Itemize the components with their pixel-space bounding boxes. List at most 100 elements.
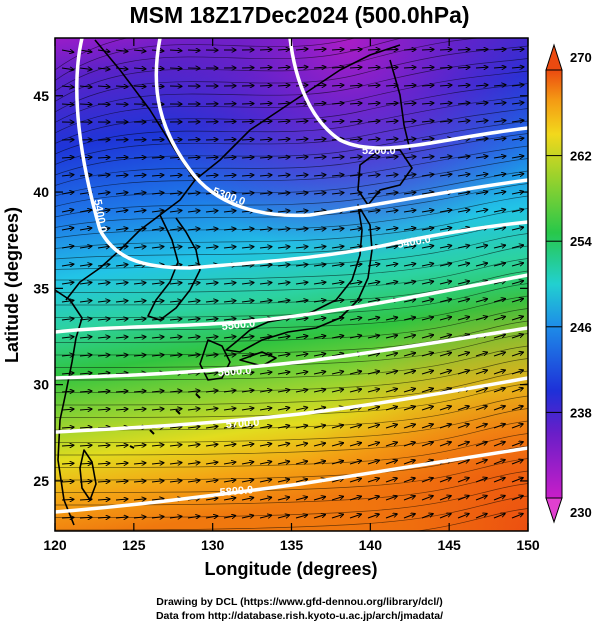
wind-vector-arrow-icon bbox=[475, 85, 488, 86]
wind-vector-arrow-icon bbox=[511, 334, 523, 339]
wind-vector-arrow-icon bbox=[349, 496, 361, 501]
wind-vector-arrow-icon bbox=[241, 193, 254, 194]
wind-vector-arrow-icon bbox=[421, 335, 434, 339]
wind-vector-arrow-icon bbox=[457, 406, 469, 411]
wind-vector-arrow-icon bbox=[295, 103, 308, 104]
wind-vector-arrow-icon bbox=[457, 49, 470, 50]
wind-vector-arrow-icon bbox=[259, 515, 272, 518]
wind-vector-arrow-icon bbox=[295, 425, 308, 428]
wind-vector-arrow-icon bbox=[367, 282, 380, 284]
wind-vector-arrow-icon bbox=[277, 103, 290, 104]
wind-vector-arrow-icon bbox=[259, 175, 272, 176]
wind-vector-arrow-icon bbox=[439, 228, 452, 230]
wind-vector-arrow-icon bbox=[79, 355, 92, 356]
wind-vector-arrow-icon bbox=[97, 246, 110, 248]
wind-vector-arrow-icon bbox=[133, 409, 146, 410]
x-tick-label: 125 bbox=[122, 537, 146, 553]
wind-vector-arrow-icon bbox=[259, 336, 272, 338]
wind-vector-arrow-icon bbox=[403, 67, 416, 68]
wind-vector-arrow-icon bbox=[133, 499, 146, 500]
wind-vector-arrow-icon bbox=[403, 460, 415, 465]
wind-vector-arrow-icon bbox=[439, 496, 451, 501]
wind-vector-arrow-icon bbox=[259, 49, 272, 50]
wind-vector-arrow-icon bbox=[367, 514, 379, 519]
wind-vector-arrow-icon bbox=[439, 49, 452, 50]
wind-vector-arrow-icon bbox=[511, 352, 523, 357]
wind-vector-arrow-icon bbox=[493, 514, 505, 519]
wind-vector-arrow-icon bbox=[259, 282, 272, 284]
wind-vector-arrow-icon bbox=[493, 388, 505, 393]
temperature-field: 5200.0 5300.0 5400.0 5400.0 5500.0 5600.… bbox=[55, 38, 528, 531]
wind-vector-arrow-icon bbox=[205, 229, 218, 230]
wind-vector-arrow-icon bbox=[511, 514, 523, 519]
wind-vector-arrow-icon bbox=[205, 157, 218, 158]
colorbar-tick-label: 246 bbox=[570, 320, 592, 335]
wind-vector-arrow-icon bbox=[331, 246, 344, 248]
wind-vector-arrow-icon bbox=[205, 283, 218, 284]
page-title: MSM 18Z17Dec2024 (500.0hPa) bbox=[129, 2, 470, 28]
wind-vector-arrow-icon bbox=[133, 210, 146, 212]
wind-vector-arrow-icon bbox=[295, 264, 308, 266]
wind-vector-arrow-icon bbox=[295, 300, 308, 302]
wind-vector-arrow-icon bbox=[241, 462, 254, 464]
wind-vector-arrow-icon bbox=[115, 391, 128, 392]
wind-vector-arrow-icon bbox=[61, 409, 74, 410]
wind-vector-arrow-icon bbox=[187, 409, 200, 410]
wind-vector-arrow-icon bbox=[115, 301, 128, 302]
wind-vector-arrow-icon bbox=[511, 460, 523, 465]
wind-vector-arrow-icon bbox=[385, 460, 397, 465]
wind-vector-arrow-icon bbox=[133, 193, 146, 194]
wind-vector-arrow-icon bbox=[421, 353, 434, 357]
wind-vector-arrow-icon bbox=[385, 157, 398, 158]
wind-vector-arrow-icon bbox=[349, 49, 362, 50]
wind-vector-arrow-icon bbox=[277, 157, 290, 158]
wind-vector-arrow-icon bbox=[331, 336, 344, 338]
wind-vector-arrow-icon bbox=[277, 247, 290, 248]
wind-vector-arrow-icon bbox=[187, 157, 200, 158]
wind-vector-arrow-icon bbox=[205, 247, 218, 248]
wind-vector-arrow-icon bbox=[259, 497, 272, 500]
wind-vector-arrow-icon bbox=[457, 370, 469, 375]
wind-vector-arrow-icon bbox=[439, 424, 451, 429]
wind-vector-arrow-icon bbox=[115, 517, 128, 518]
wind-vector-arrow-icon bbox=[511, 263, 524, 267]
wind-vector-arrow-icon bbox=[421, 424, 433, 429]
wind-vector-arrow-icon bbox=[313, 354, 326, 356]
wind-vector-arrow-icon bbox=[385, 335, 398, 338]
wind-vector-arrow-icon bbox=[79, 337, 92, 338]
wind-vector-arrow-icon bbox=[61, 337, 74, 338]
wind-vector-arrow-icon bbox=[151, 517, 164, 518]
wind-vector-arrow-icon bbox=[277, 461, 290, 464]
wind-vector-arrow-icon bbox=[295, 407, 308, 410]
wind-vector-arrow-icon bbox=[259, 85, 272, 86]
wind-vector-arrow-icon bbox=[385, 49, 398, 50]
wind-vector-arrow-icon bbox=[331, 371, 344, 374]
wind-vector-arrow-icon bbox=[241, 408, 254, 410]
wind-vector-arrow-icon bbox=[493, 227, 506, 230]
wind-vector-arrow-icon bbox=[421, 496, 433, 501]
wind-vector-arrow-icon bbox=[349, 318, 362, 320]
wind-vector-arrow-icon bbox=[331, 157, 344, 158]
wind-vector-arrow-icon bbox=[259, 193, 272, 194]
wind-vector-arrow-icon bbox=[79, 104, 92, 105]
wind-vector-arrow-icon bbox=[493, 263, 506, 266]
wind-vector-arrow-icon bbox=[421, 103, 434, 104]
wind-vector-arrow-icon bbox=[313, 67, 326, 68]
wind-vector-arrow-icon bbox=[115, 319, 128, 320]
wind-vector-arrow-icon bbox=[61, 68, 74, 70]
wind-vector-arrow-icon bbox=[187, 462, 200, 464]
wind-vector-arrow-icon bbox=[511, 245, 524, 248]
wind-vector-arrow-icon bbox=[439, 174, 452, 176]
wind-vector-arrow-icon bbox=[223, 319, 236, 320]
wind-vector-arrow-icon bbox=[439, 353, 451, 357]
wind-vector-arrow-icon bbox=[493, 299, 506, 303]
wind-vector-arrow-icon bbox=[313, 264, 326, 266]
wind-vector-arrow-icon bbox=[511, 85, 524, 86]
wind-vector-arrow-icon bbox=[151, 157, 164, 158]
wind-vector-arrow-icon bbox=[151, 481, 164, 482]
wind-vector-arrow-icon bbox=[223, 301, 236, 302]
wind-vector-arrow-icon bbox=[295, 479, 308, 482]
wind-vector-arrow-icon bbox=[367, 335, 380, 338]
wind-vector-arrow-icon bbox=[313, 461, 326, 465]
wind-vector-arrow-icon bbox=[79, 409, 92, 410]
